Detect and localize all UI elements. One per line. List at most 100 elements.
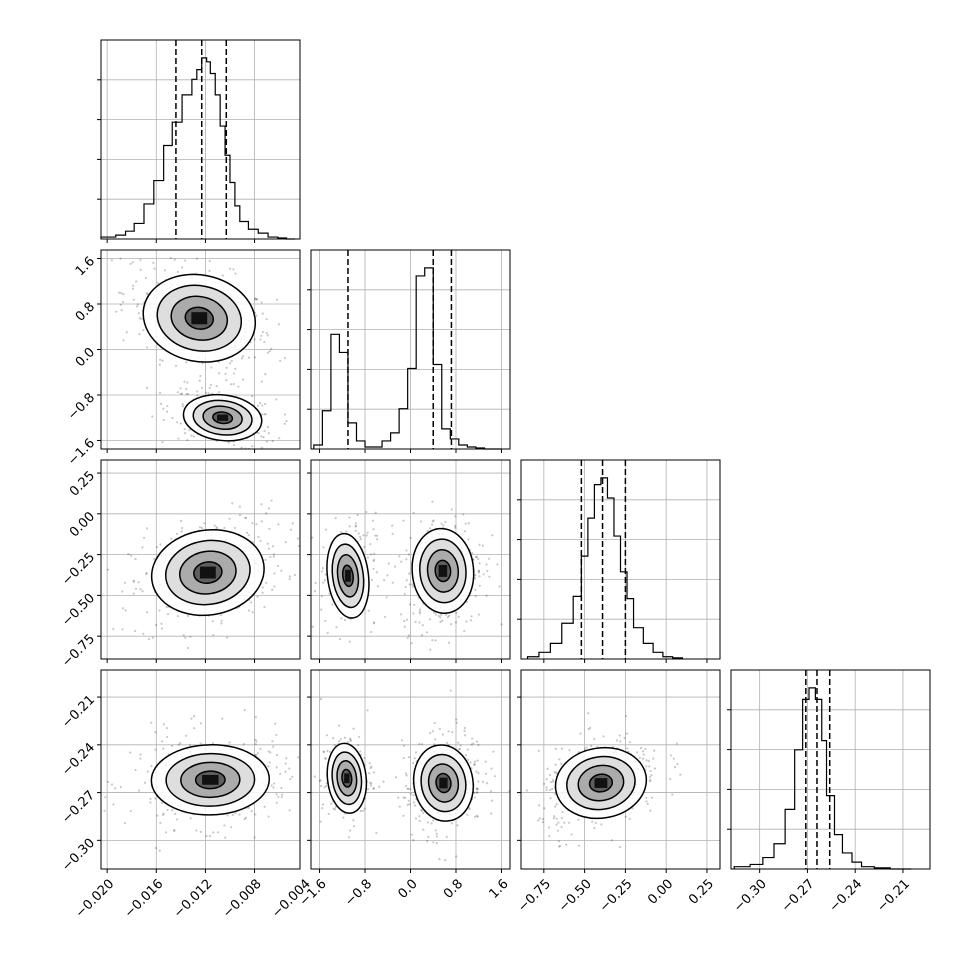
- sample-point: [122, 300, 125, 304]
- sample-point: [484, 772, 488, 775]
- sample-point: [213, 524, 216, 527]
- sample-point: [228, 741, 231, 744]
- sample-point: [103, 809, 106, 812]
- sample-point: [281, 793, 284, 796]
- sample-point: [153, 557, 156, 561]
- y-tick-label: 0.25: [67, 468, 98, 499]
- sample-point: [165, 605, 168, 609]
- sample-point: [455, 611, 458, 615]
- sample-point: [174, 244, 176, 246]
- sample-point: [184, 636, 187, 639]
- sample-point: [450, 508, 453, 511]
- y-tick-label: −0.24: [59, 740, 98, 779]
- sample-point: [189, 660, 191, 662]
- sample-point: [253, 836, 256, 839]
- sample-point: [375, 534, 379, 537]
- sample-point: [241, 378, 245, 381]
- sample-point: [184, 432, 187, 435]
- sample-point: [455, 855, 458, 858]
- sample-point: [263, 805, 266, 808]
- sample-point: [138, 317, 141, 320]
- sample-point: [257, 431, 260, 435]
- sample-point: [234, 367, 237, 370]
- sample-point: [220, 622, 223, 625]
- sample-point: [332, 807, 335, 810]
- sample-point: [267, 815, 270, 818]
- sample-point: [371, 519, 374, 522]
- sample-point: [558, 845, 561, 848]
- sample-point: [259, 338, 262, 341]
- sample-point: [404, 796, 407, 799]
- sample-point: [408, 803, 411, 806]
- sample-point: [478, 575, 481, 578]
- sample-point: [458, 748, 461, 751]
- sample-point: [305, 422, 307, 424]
- sample-point: [645, 800, 648, 803]
- sample-point: [160, 740, 164, 743]
- sample-point: [251, 395, 254, 398]
- sample-point: [139, 753, 142, 756]
- sample-point: [366, 709, 369, 712]
- sample-point: [92, 591, 94, 593]
- sample-point: [176, 615, 179, 618]
- sample-point: [141, 590, 144, 593]
- sample-point: [490, 767, 493, 770]
- sample-point: [229, 383, 233, 386]
- sample-point: [264, 413, 267, 416]
- x-tick-label: 0.00: [645, 877, 676, 908]
- sample-point: [348, 525, 351, 528]
- sample-point: [325, 734, 329, 737]
- sample-point: [274, 722, 277, 725]
- sample-point: [391, 581, 394, 584]
- sample-point: [176, 270, 179, 273]
- sample-point: [160, 622, 163, 625]
- sample-point: [435, 835, 439, 838]
- sample-point: [263, 606, 266, 609]
- sample-point: [296, 537, 300, 540]
- sample-point: [320, 570, 324, 573]
- sample-point: [147, 638, 151, 641]
- sample-point: [644, 747, 647, 750]
- sample-point: [543, 807, 546, 810]
- sample-point: [407, 634, 411, 637]
- sample-point: [158, 609, 161, 612]
- sample-point: [320, 608, 323, 611]
- sample-point: [387, 562, 390, 565]
- sample-point: [285, 419, 288, 423]
- sample-point: [356, 513, 359, 517]
- sample-point: [266, 334, 269, 337]
- sample-point: [425, 631, 429, 634]
- grid-lines: [731, 670, 930, 869]
- sample-point: [234, 272, 237, 275]
- sample-point: [333, 808, 337, 811]
- sample-point: [138, 332, 141, 336]
- sample-point: [284, 770, 287, 773]
- sample-point: [162, 723, 166, 726]
- sample-point: [139, 258, 142, 261]
- sample-point: [129, 262, 132, 266]
- sample-point: [619, 740, 622, 743]
- sample-point: [244, 516, 248, 519]
- sample-point: [215, 385, 218, 388]
- sample-point: [232, 372, 236, 375]
- sample-point: [291, 522, 294, 525]
- panel-frame: [100, 459, 301, 660]
- x-tick-label: −0.016: [122, 877, 167, 922]
- sample-point: [183, 428, 186, 431]
- sample-point: [648, 775, 652, 779]
- sample-point: [372, 787, 375, 790]
- tick-marks: [97, 79, 256, 243]
- sample-point: [473, 763, 476, 766]
- sample-point: [255, 298, 258, 301]
- sample-point: [208, 259, 211, 263]
- sample-point: [653, 749, 656, 752]
- sample-point: [255, 314, 258, 317]
- sample-point: [230, 826, 233, 829]
- sample-point: [240, 357, 244, 360]
- sample-point: [370, 765, 373, 768]
- sample-point: [414, 817, 418, 820]
- sample-point: [413, 804, 417, 807]
- sample-point: [297, 544, 300, 548]
- sample-point: [376, 538, 379, 541]
- sample-point: [372, 787, 375, 790]
